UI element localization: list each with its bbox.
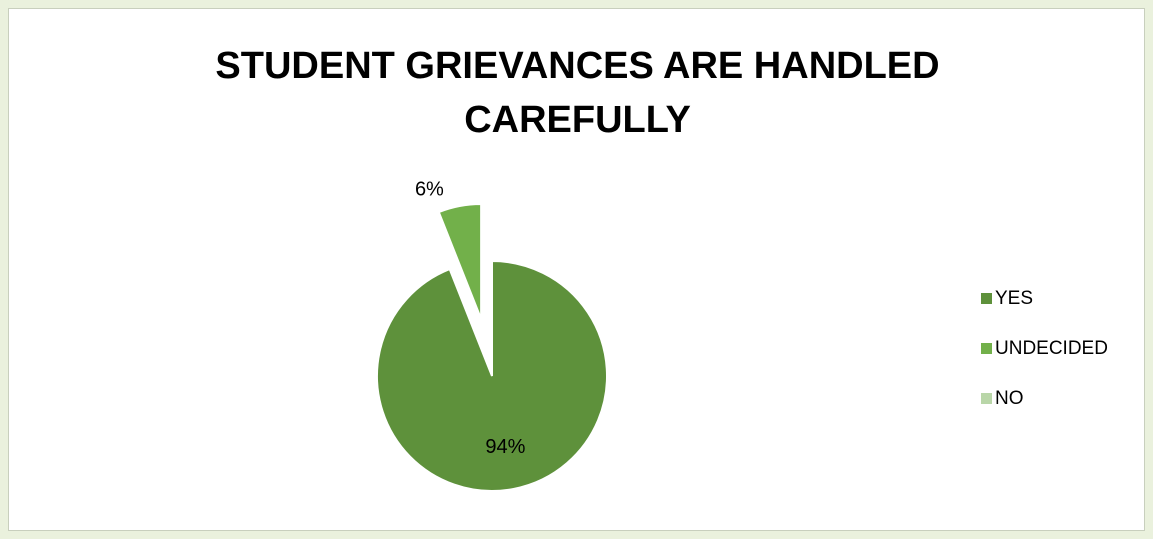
chart-area: STUDENT GRIEVANCES ARE HANDLED CAREFULLY… [8,8,1145,531]
legend-label-no: NO [995,387,1024,409]
legend-label-yes: YES [995,287,1034,309]
legend-item-no: NO [981,386,1108,411]
pie-slice-undecided [437,203,483,320]
legend-swatch-yes [981,293,992,304]
pie-data-labels: 94% 6% [415,178,526,458]
chart-title-line-2: CAREFULLY [464,99,691,141]
pie-slices [376,203,608,492]
chart-title-line-1: STUDENT GRIEVANCES ARE HANDLED [215,45,940,87]
pie-chart: 94% 6% [376,178,608,492]
data-label-yes: 94% [485,436,525,458]
legend-label-undecided: UNDECIDED [995,337,1108,359]
legend: YES UNDECIDED NO [981,286,1108,436]
data-label-undecided: 6% [415,178,444,200]
legend-swatch-undecided [981,343,992,354]
legend-item-undecided: UNDECIDED [981,336,1108,361]
chart-title: STUDENT GRIEVANCES ARE HANDLED CAREFULLY [9,39,1146,147]
pie-slice-yes [376,259,608,492]
legend-swatch-no [981,393,992,404]
legend-item-yes: YES [981,286,1108,311]
